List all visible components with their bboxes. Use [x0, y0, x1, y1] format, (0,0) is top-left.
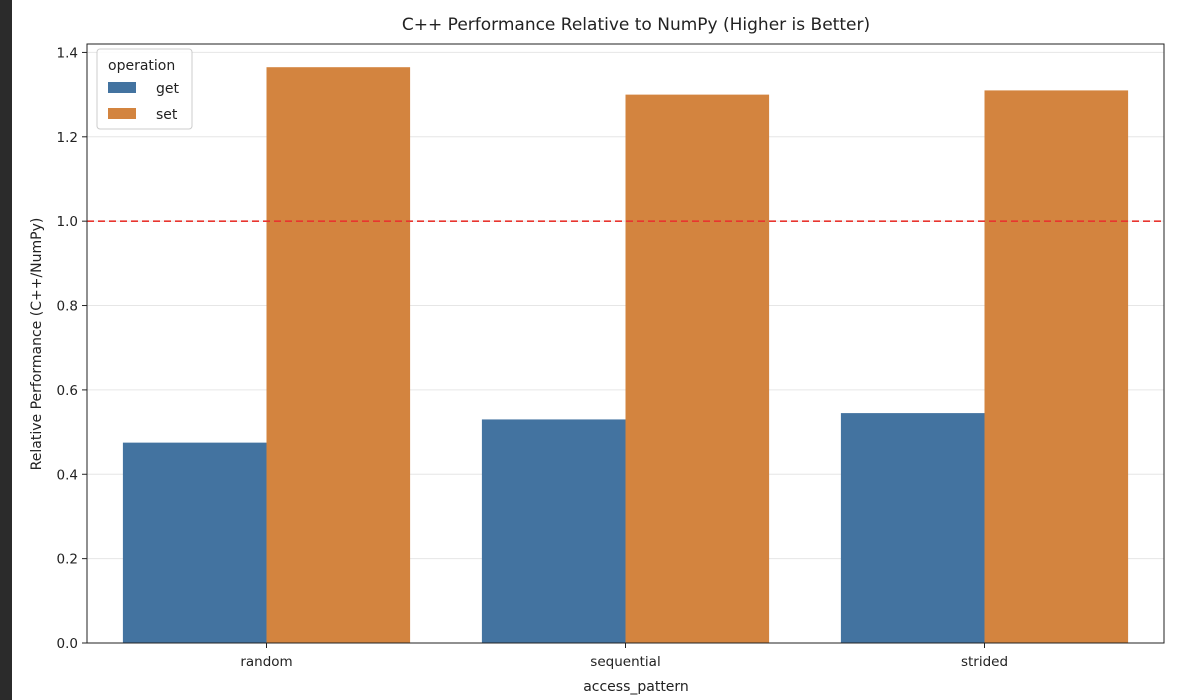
bar-set-strided — [984, 90, 1129, 643]
legend-swatch-get — [108, 82, 136, 93]
bars — [122, 67, 1129, 644]
bar-set-random — [266, 67, 411, 644]
y-axis-ticks: 0.0 0.2 0.4 0.6 0.8 1.0 1.2 1.4 — [57, 45, 87, 652]
bar-set-sequential — [625, 94, 770, 643]
legend-title: operation — [108, 58, 175, 74]
legend: operation get set — [96, 48, 193, 130]
y-tick-label: 1.0 — [57, 214, 78, 230]
x-tick-label: strided — [961, 654, 1008, 670]
bar-get-strided — [840, 413, 985, 643]
x-tick-label: sequential — [590, 654, 660, 670]
y-axis-label: Relative Performance (C++/NumPy) — [29, 218, 45, 471]
y-tick-label: 1.4 — [57, 45, 78, 61]
y-tick-label: 1.2 — [57, 130, 78, 146]
x-axis-label: access_pattern — [583, 679, 689, 695]
y-tick-label: 0.6 — [57, 383, 78, 399]
y-tick-label: 0.2 — [57, 552, 78, 568]
x-tick-label: random — [240, 654, 292, 670]
legend-label-set: set — [156, 107, 178, 123]
y-tick-label: 0.8 — [57, 299, 78, 315]
bar-get-random — [122, 442, 267, 643]
y-tick-label: 0.0 — [57, 636, 78, 652]
legend-label-get: get — [156, 81, 180, 97]
legend-swatch-set — [108, 108, 136, 119]
x-axis-ticks: random sequential strided — [240, 643, 1008, 670]
window-edge-strip — [0, 0, 12, 700]
y-tick-label: 0.4 — [57, 467, 78, 483]
chart-title: C++ Performance Relative to NumPy (Highe… — [402, 15, 870, 35]
bar-get-sequential — [481, 419, 626, 643]
